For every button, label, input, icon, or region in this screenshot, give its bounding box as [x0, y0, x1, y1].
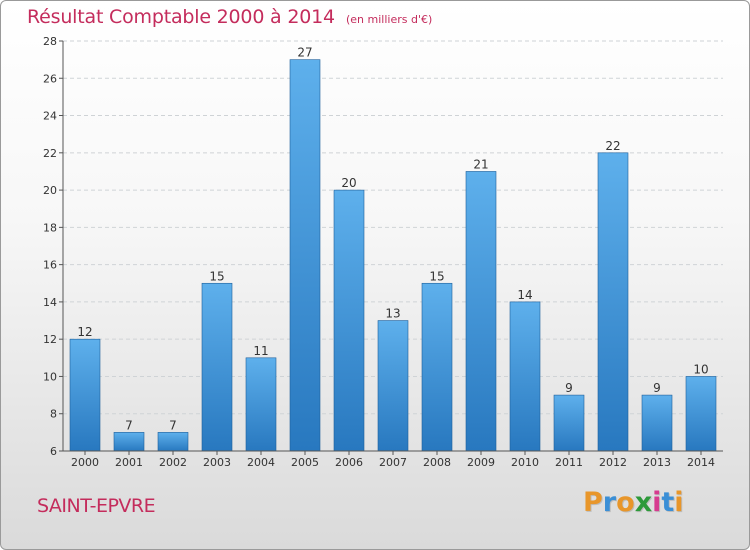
chart-title-main: Résultat Comptable 2000 à 2014 — [27, 6, 335, 28]
bar — [333, 189, 365, 452]
y-tick-label: 10 — [43, 370, 57, 383]
bar — [421, 282, 453, 452]
logo-letter: i — [674, 487, 684, 518]
logo-letter: r — [602, 487, 617, 518]
bar-value-label: 7 — [169, 418, 177, 432]
y-tick-label: 28 — [43, 35, 57, 48]
y-tick-label: 6 — [50, 445, 57, 458]
bar-value-label: 13 — [385, 307, 400, 321]
y-tick-label: 24 — [43, 110, 57, 123]
bar-value-label: 27 — [297, 46, 312, 60]
bar-value-label: 10 — [693, 362, 708, 376]
bar — [597, 152, 629, 452]
x-tick-label: 2001 — [115, 456, 143, 469]
logo-letter: o — [616, 487, 635, 518]
bar-value-label: 15 — [429, 269, 444, 283]
bar-value-label: 9 — [565, 381, 573, 395]
y-tick-label: 18 — [43, 221, 57, 234]
x-tick-label: 2013 — [643, 456, 671, 469]
y-tick-label: 14 — [43, 296, 57, 309]
bar — [69, 338, 101, 452]
bar — [201, 282, 233, 452]
chart-title-unit: (en milliers d'€) — [345, 13, 433, 26]
chart-title: Résultat Comptable 2000 à 2014 (en milli… — [27, 6, 432, 28]
bar-value-label: 15 — [209, 269, 224, 283]
bar — [377, 320, 409, 452]
logo-letter: t — [661, 487, 675, 518]
x-tick-label: 2007 — [379, 456, 407, 469]
x-tick-label: 2014 — [687, 456, 715, 469]
bar — [465, 171, 497, 452]
bar-value-label: 22 — [605, 139, 620, 153]
proxiti-logo[interactable]: Proxiti — [583, 487, 684, 518]
x-tick-label: 2002 — [159, 456, 187, 469]
x-tick-label: 2006 — [335, 456, 363, 469]
logo-letter: P — [583, 487, 603, 518]
y-tick-label: 16 — [43, 259, 57, 272]
bar-value-label: 14 — [517, 288, 532, 302]
bar-value-label: 11 — [253, 344, 268, 358]
bar — [289, 59, 321, 452]
bar-value-label: 12 — [77, 325, 92, 339]
bar-value-label: 7 — [125, 418, 133, 432]
y-tick-label: 22 — [43, 147, 57, 160]
y-tick-label: 20 — [43, 184, 57, 197]
bar — [509, 301, 541, 452]
logo-letter: i — [652, 487, 662, 518]
y-tick-label: 26 — [43, 72, 57, 85]
bar-value-label: 21 — [473, 157, 488, 171]
bar — [157, 432, 189, 452]
x-tick-label: 2009 — [467, 456, 495, 469]
x-tick-label: 2011 — [555, 456, 583, 469]
bar-value-label: 20 — [341, 176, 356, 190]
x-tick-label: 2008 — [423, 456, 451, 469]
logo-letter: x — [634, 487, 653, 518]
bar — [685, 376, 717, 452]
x-tick-label: 2000 — [71, 456, 99, 469]
x-tick-label: 2012 — [599, 456, 627, 469]
y-tick-label: 8 — [50, 408, 57, 421]
bar — [245, 357, 277, 452]
y-tick-label: 12 — [43, 333, 57, 346]
bar — [553, 394, 585, 452]
x-tick-label: 2003 — [203, 456, 231, 469]
bar — [641, 394, 673, 452]
bar-value-label: 9 — [653, 381, 661, 395]
x-tick-label: 2004 — [247, 456, 275, 469]
bar — [113, 432, 145, 452]
x-tick-label: 2010 — [511, 456, 539, 469]
x-tick-label: 2005 — [291, 456, 319, 469]
commune-name: SAINT-EPVRE — [37, 495, 156, 517]
